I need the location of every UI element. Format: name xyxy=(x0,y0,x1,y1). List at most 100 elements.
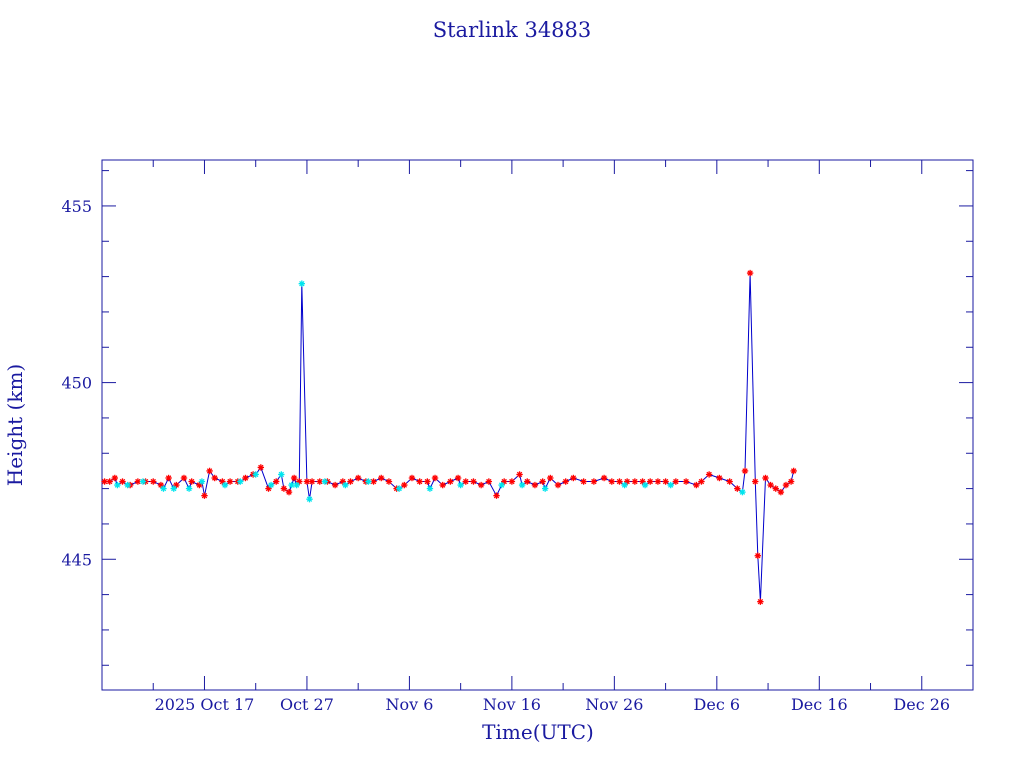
red-data-point xyxy=(547,474,554,482)
red-data-point xyxy=(485,478,493,485)
data-points xyxy=(101,269,797,605)
red-data-point xyxy=(219,478,226,485)
red-data-point xyxy=(157,481,165,489)
red-data-point xyxy=(752,478,759,485)
cyan-data-point xyxy=(342,481,349,489)
red-data-point xyxy=(762,474,769,482)
red-data-point xyxy=(273,478,280,485)
chart-title: Starlink 34883 xyxy=(433,18,592,42)
cyan-data-point xyxy=(621,481,628,489)
red-data-point xyxy=(698,478,705,485)
red-data-point xyxy=(470,478,477,485)
red-data-point xyxy=(608,478,615,485)
red-data-point xyxy=(165,474,172,482)
series-lines xyxy=(104,273,795,602)
cyan-data-point xyxy=(278,471,285,478)
red-data-point xyxy=(741,467,749,475)
red-data-point xyxy=(524,478,531,485)
cyan-data-point xyxy=(667,481,674,489)
cyan-data-point xyxy=(739,488,746,496)
red-data-point xyxy=(516,471,523,478)
red-data-point xyxy=(580,478,587,485)
red-data-point xyxy=(290,474,298,482)
red-data-point xyxy=(447,478,454,485)
red-data-point xyxy=(424,478,431,485)
red-data-point xyxy=(265,485,272,492)
red-data-point xyxy=(454,474,462,482)
red-data-point xyxy=(354,474,362,482)
y-tick-label: 445 xyxy=(61,550,92,569)
red-data-point xyxy=(211,474,218,482)
red-data-point xyxy=(777,488,785,496)
red-data-point xyxy=(508,478,516,485)
red-data-point xyxy=(647,478,654,485)
cyan-data-point xyxy=(498,481,505,489)
red-data-point xyxy=(554,481,562,489)
x-tick-label: 2025 Oct 17 xyxy=(155,695,255,714)
cyan-data-point xyxy=(252,471,259,478)
y-tick-label: 455 xyxy=(61,197,92,216)
red-data-point xyxy=(462,478,469,485)
red-data-point xyxy=(308,478,316,485)
red-data-point xyxy=(639,478,646,485)
cyan-data-point xyxy=(306,496,313,503)
red-data-point xyxy=(562,478,569,485)
cyan-data-point xyxy=(641,481,649,489)
red-data-point xyxy=(296,478,303,485)
red-data-point xyxy=(257,464,265,471)
cyan-data-point xyxy=(395,485,403,492)
red-data-point xyxy=(401,481,408,489)
cyan-data-point xyxy=(237,478,244,485)
red-data-point xyxy=(531,481,539,489)
red-data-point xyxy=(285,488,293,496)
cyan-data-point xyxy=(185,485,193,492)
red-data-point xyxy=(623,478,631,485)
red-data-point xyxy=(416,478,423,485)
red-data-point xyxy=(316,478,323,485)
red-data-point xyxy=(616,478,623,485)
x-tick-label: Nov 16 xyxy=(483,695,541,714)
x-tick-label: Nov 6 xyxy=(385,695,433,714)
red-data-point xyxy=(106,478,113,485)
height-line xyxy=(104,273,795,602)
cyan-data-point xyxy=(365,478,372,485)
cyan-data-point xyxy=(139,478,147,485)
cyan-data-point xyxy=(541,485,549,492)
red-data-point xyxy=(654,478,662,485)
x-tick-label: Nov 26 xyxy=(585,695,643,714)
red-data-point xyxy=(408,474,416,482)
red-data-point xyxy=(378,474,385,482)
red-data-point xyxy=(790,467,797,475)
red-data-point xyxy=(570,474,577,482)
red-data-point xyxy=(787,478,795,485)
red-data-point xyxy=(693,481,700,489)
red-data-point xyxy=(173,481,180,489)
red-data-point xyxy=(539,478,546,485)
cyan-data-point xyxy=(124,481,131,489)
axis-ticks xyxy=(102,160,973,690)
red-data-point xyxy=(206,467,213,475)
red-data-point xyxy=(347,478,354,485)
cyan-data-point xyxy=(426,485,434,492)
red-data-point xyxy=(119,478,126,485)
red-data-point xyxy=(188,478,195,485)
red-data-point xyxy=(500,478,508,485)
red-data-point xyxy=(590,478,598,485)
red-data-point xyxy=(754,552,762,559)
cyan-data-point xyxy=(293,481,300,489)
red-data-point xyxy=(431,474,439,482)
red-data-point xyxy=(477,481,485,489)
x-axis-label: Time(UTC) xyxy=(482,720,594,744)
red-data-point xyxy=(339,478,347,485)
red-data-point xyxy=(746,269,754,277)
red-data-point xyxy=(631,478,639,485)
cyan-data-point xyxy=(321,478,329,485)
red-data-point xyxy=(201,492,208,499)
red-data-point xyxy=(726,478,733,485)
tick-labels: 2025 Oct 17 Oct 27 Nov 6 Nov 16 Nov 26 Dec 6 D… xyxy=(61,197,950,714)
red-data-point xyxy=(600,474,608,482)
x-tick-label: Oct 27 xyxy=(280,695,334,714)
cyan-data-point xyxy=(114,481,121,489)
cyan-data-point xyxy=(298,280,306,287)
